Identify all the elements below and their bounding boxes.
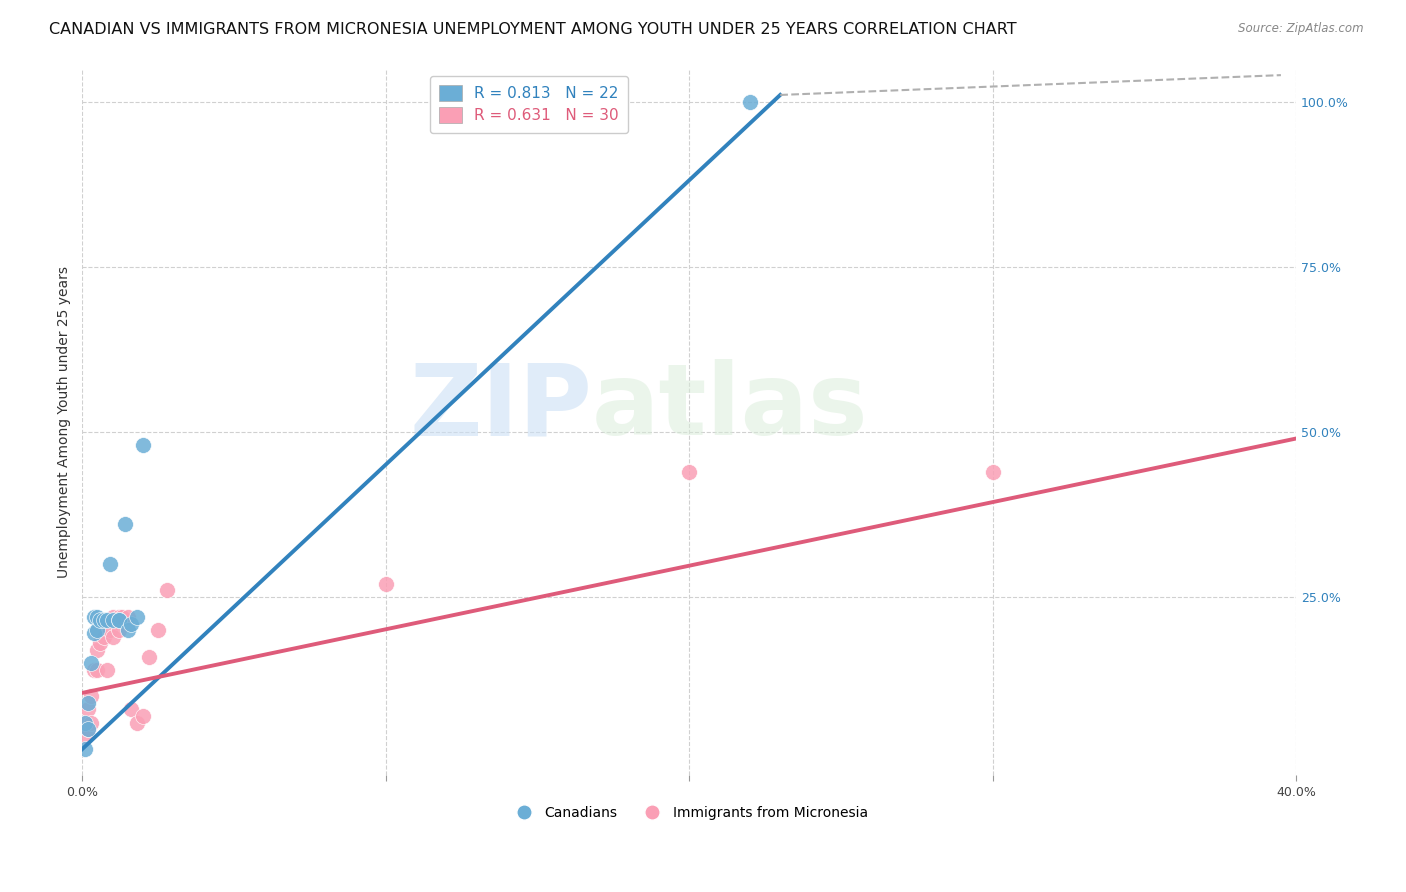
- Text: Source: ZipAtlas.com: Source: ZipAtlas.com: [1239, 22, 1364, 36]
- Point: [77, 723, 100, 737]
- Point: [138, 649, 160, 664]
- Point: [101, 613, 124, 627]
- Point: [107, 610, 129, 624]
- Point: [125, 715, 148, 730]
- Point: [981, 465, 1004, 479]
- Point: [75, 715, 97, 730]
- Point: [75, 729, 97, 743]
- Point: [117, 623, 139, 637]
- Point: [125, 610, 148, 624]
- Y-axis label: Unemployment Among Youth under 25 years: Unemployment Among Youth under 25 years: [58, 266, 72, 578]
- Point: [89, 613, 111, 627]
- Point: [77, 696, 100, 710]
- Point: [101, 630, 124, 644]
- Point: [80, 689, 103, 703]
- Legend: Canadians, Immigrants from Micronesia: Canadians, Immigrants from Micronesia: [505, 800, 875, 825]
- Point: [96, 663, 118, 677]
- Point: [374, 577, 396, 591]
- Point: [146, 623, 169, 637]
- Point: [120, 616, 142, 631]
- Point: [111, 610, 134, 624]
- Point: [107, 613, 129, 627]
- Point: [156, 583, 179, 598]
- Point: [678, 465, 700, 479]
- Point: [89, 636, 111, 650]
- Point: [86, 610, 108, 624]
- Point: [98, 623, 121, 637]
- Point: [738, 95, 761, 109]
- Point: [75, 742, 97, 756]
- Point: [96, 613, 118, 627]
- Point: [107, 613, 129, 627]
- Point: [132, 709, 155, 723]
- Point: [98, 557, 121, 571]
- Point: [80, 715, 103, 730]
- Point: [117, 610, 139, 624]
- Point: [86, 623, 108, 637]
- Point: [83, 610, 105, 624]
- Point: [114, 517, 136, 532]
- Point: [75, 715, 97, 730]
- Point: [101, 610, 124, 624]
- Text: ZIP: ZIP: [409, 359, 592, 457]
- Point: [83, 663, 105, 677]
- Point: [83, 626, 105, 640]
- Point: [86, 643, 108, 657]
- Point: [77, 723, 100, 737]
- Point: [86, 663, 108, 677]
- Point: [80, 656, 103, 670]
- Point: [107, 623, 129, 637]
- Text: CANADIAN VS IMMIGRANTS FROM MICRONESIA UNEMPLOYMENT AMONG YOUTH UNDER 25 YEARS C: CANADIAN VS IMMIGRANTS FROM MICRONESIA U…: [49, 22, 1017, 37]
- Point: [93, 630, 115, 644]
- Text: atlas: atlas: [592, 359, 869, 457]
- Point: [77, 702, 100, 716]
- Point: [132, 438, 155, 452]
- Point: [93, 613, 115, 627]
- Point: [120, 702, 142, 716]
